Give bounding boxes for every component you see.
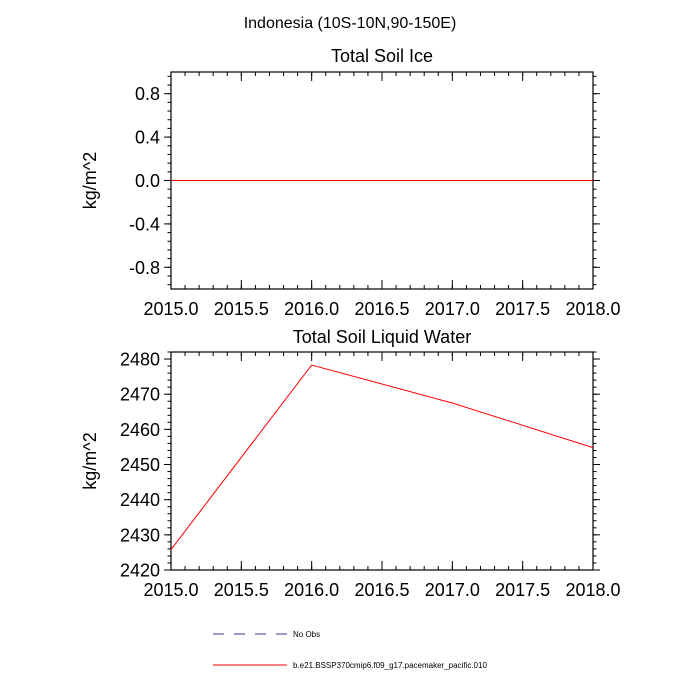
x-tick-label: 2015.5	[214, 580, 269, 600]
y-axis-label: kg/m^2	[80, 432, 100, 489]
x-tick-label: 2018.0	[565, 299, 620, 319]
y-tick-label: 2440	[120, 490, 160, 510]
x-tick-label: 2017.0	[425, 580, 480, 600]
figure-suptitle: Indonesia (10S-10N,90-150E)	[244, 15, 457, 32]
x-tick-label: 2015.0	[143, 580, 198, 600]
chart-legend: No Obs b.e21.BSSP370cmip6.f09_g17.pacemak…	[213, 630, 487, 670]
y-tick-label: -0.8	[129, 258, 160, 278]
chart-panel: Total Soil Ice 2015.0 2015.5 2016.0 2016.5 20…	[80, 46, 621, 319]
legend-label-2: b.e21.BSSP370cmip6.f09_g17.pacemaker_pac…	[293, 661, 487, 670]
y-tick-label: 2460	[120, 420, 160, 440]
y-axis-label: kg/m^2	[80, 152, 100, 209]
panel-title: Total Soil Liquid Water	[293, 327, 471, 347]
x-tick-label: 2016.0	[284, 580, 339, 600]
series-line	[170, 364, 594, 550]
y-tick-label: 0.4	[135, 128, 160, 148]
x-tick-label: 2016.0	[284, 299, 339, 319]
y-tick-label: 0.0	[135, 171, 160, 191]
x-tick-label: 2017.5	[495, 580, 550, 600]
legend-label-1: No Obs	[293, 630, 320, 639]
y-tick-label: 2470	[120, 385, 160, 405]
y-tick-label: -0.4	[129, 214, 160, 234]
y-tick-label: 2430	[120, 525, 160, 545]
plot-frame	[170, 351, 594, 571]
panel-title: Total Soil Ice	[331, 46, 433, 66]
x-tick-label: 2017.5	[495, 299, 550, 319]
x-tick-label: 2015.5	[214, 299, 269, 319]
x-tick-label: 2018.0	[565, 580, 620, 600]
y-tick-label: 2420	[120, 561, 160, 581]
x-tick-label: 2017.0	[425, 299, 480, 319]
y-tick-label: 0.8	[135, 84, 160, 104]
x-tick-label: 2016.5	[354, 299, 409, 319]
y-tick-label: 2480	[120, 350, 160, 370]
x-tick-label: 2016.5	[354, 580, 409, 600]
y-tick-label: 2450	[120, 455, 160, 475]
chart-panels: Total Soil Ice 2015.0 2015.5 2016.0 2016.5 20…	[80, 46, 621, 600]
x-tick-label: 2015.0	[143, 299, 198, 319]
chart-panel: Total Soil Liquid Water 2015.0 2015.5 2016.…	[80, 327, 621, 600]
